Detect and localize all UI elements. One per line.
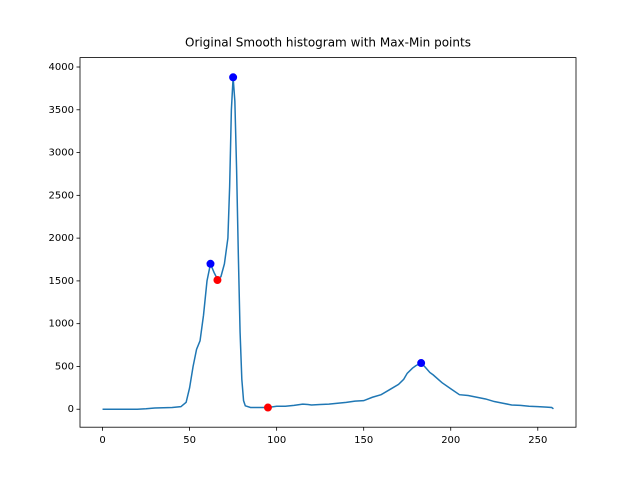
y-tick-label: 1500 [49,276,74,287]
extremum-point [417,359,426,368]
line [102,77,554,410]
extremum-point [229,73,238,82]
extremum-point [263,403,272,412]
y-tick-label: 1000 [49,319,74,330]
plot-frame [79,57,577,428]
x-tick-label: 200 [441,435,460,446]
chart-title: Original Smooth histogram with Max-Min p… [185,36,471,50]
extremum-point [206,259,215,268]
x-tick-label: 50 [183,435,196,446]
y-tick-label: 2000 [49,233,74,244]
y-tick-label: 3000 [49,148,74,159]
x-tick-label: 250 [528,435,547,446]
x-tick-label: 0 [99,435,105,446]
extremum-point [213,276,222,285]
y-tick-label: 2500 [49,190,74,201]
y-tick-label: 3500 [49,105,74,116]
y-tick-label: 0 [68,404,74,415]
x-tick-label: 100 [267,435,286,446]
y-tick-label: 4000 [49,62,74,73]
x-tick-label: 150 [354,435,373,446]
y-tick-label: 500 [55,361,74,372]
